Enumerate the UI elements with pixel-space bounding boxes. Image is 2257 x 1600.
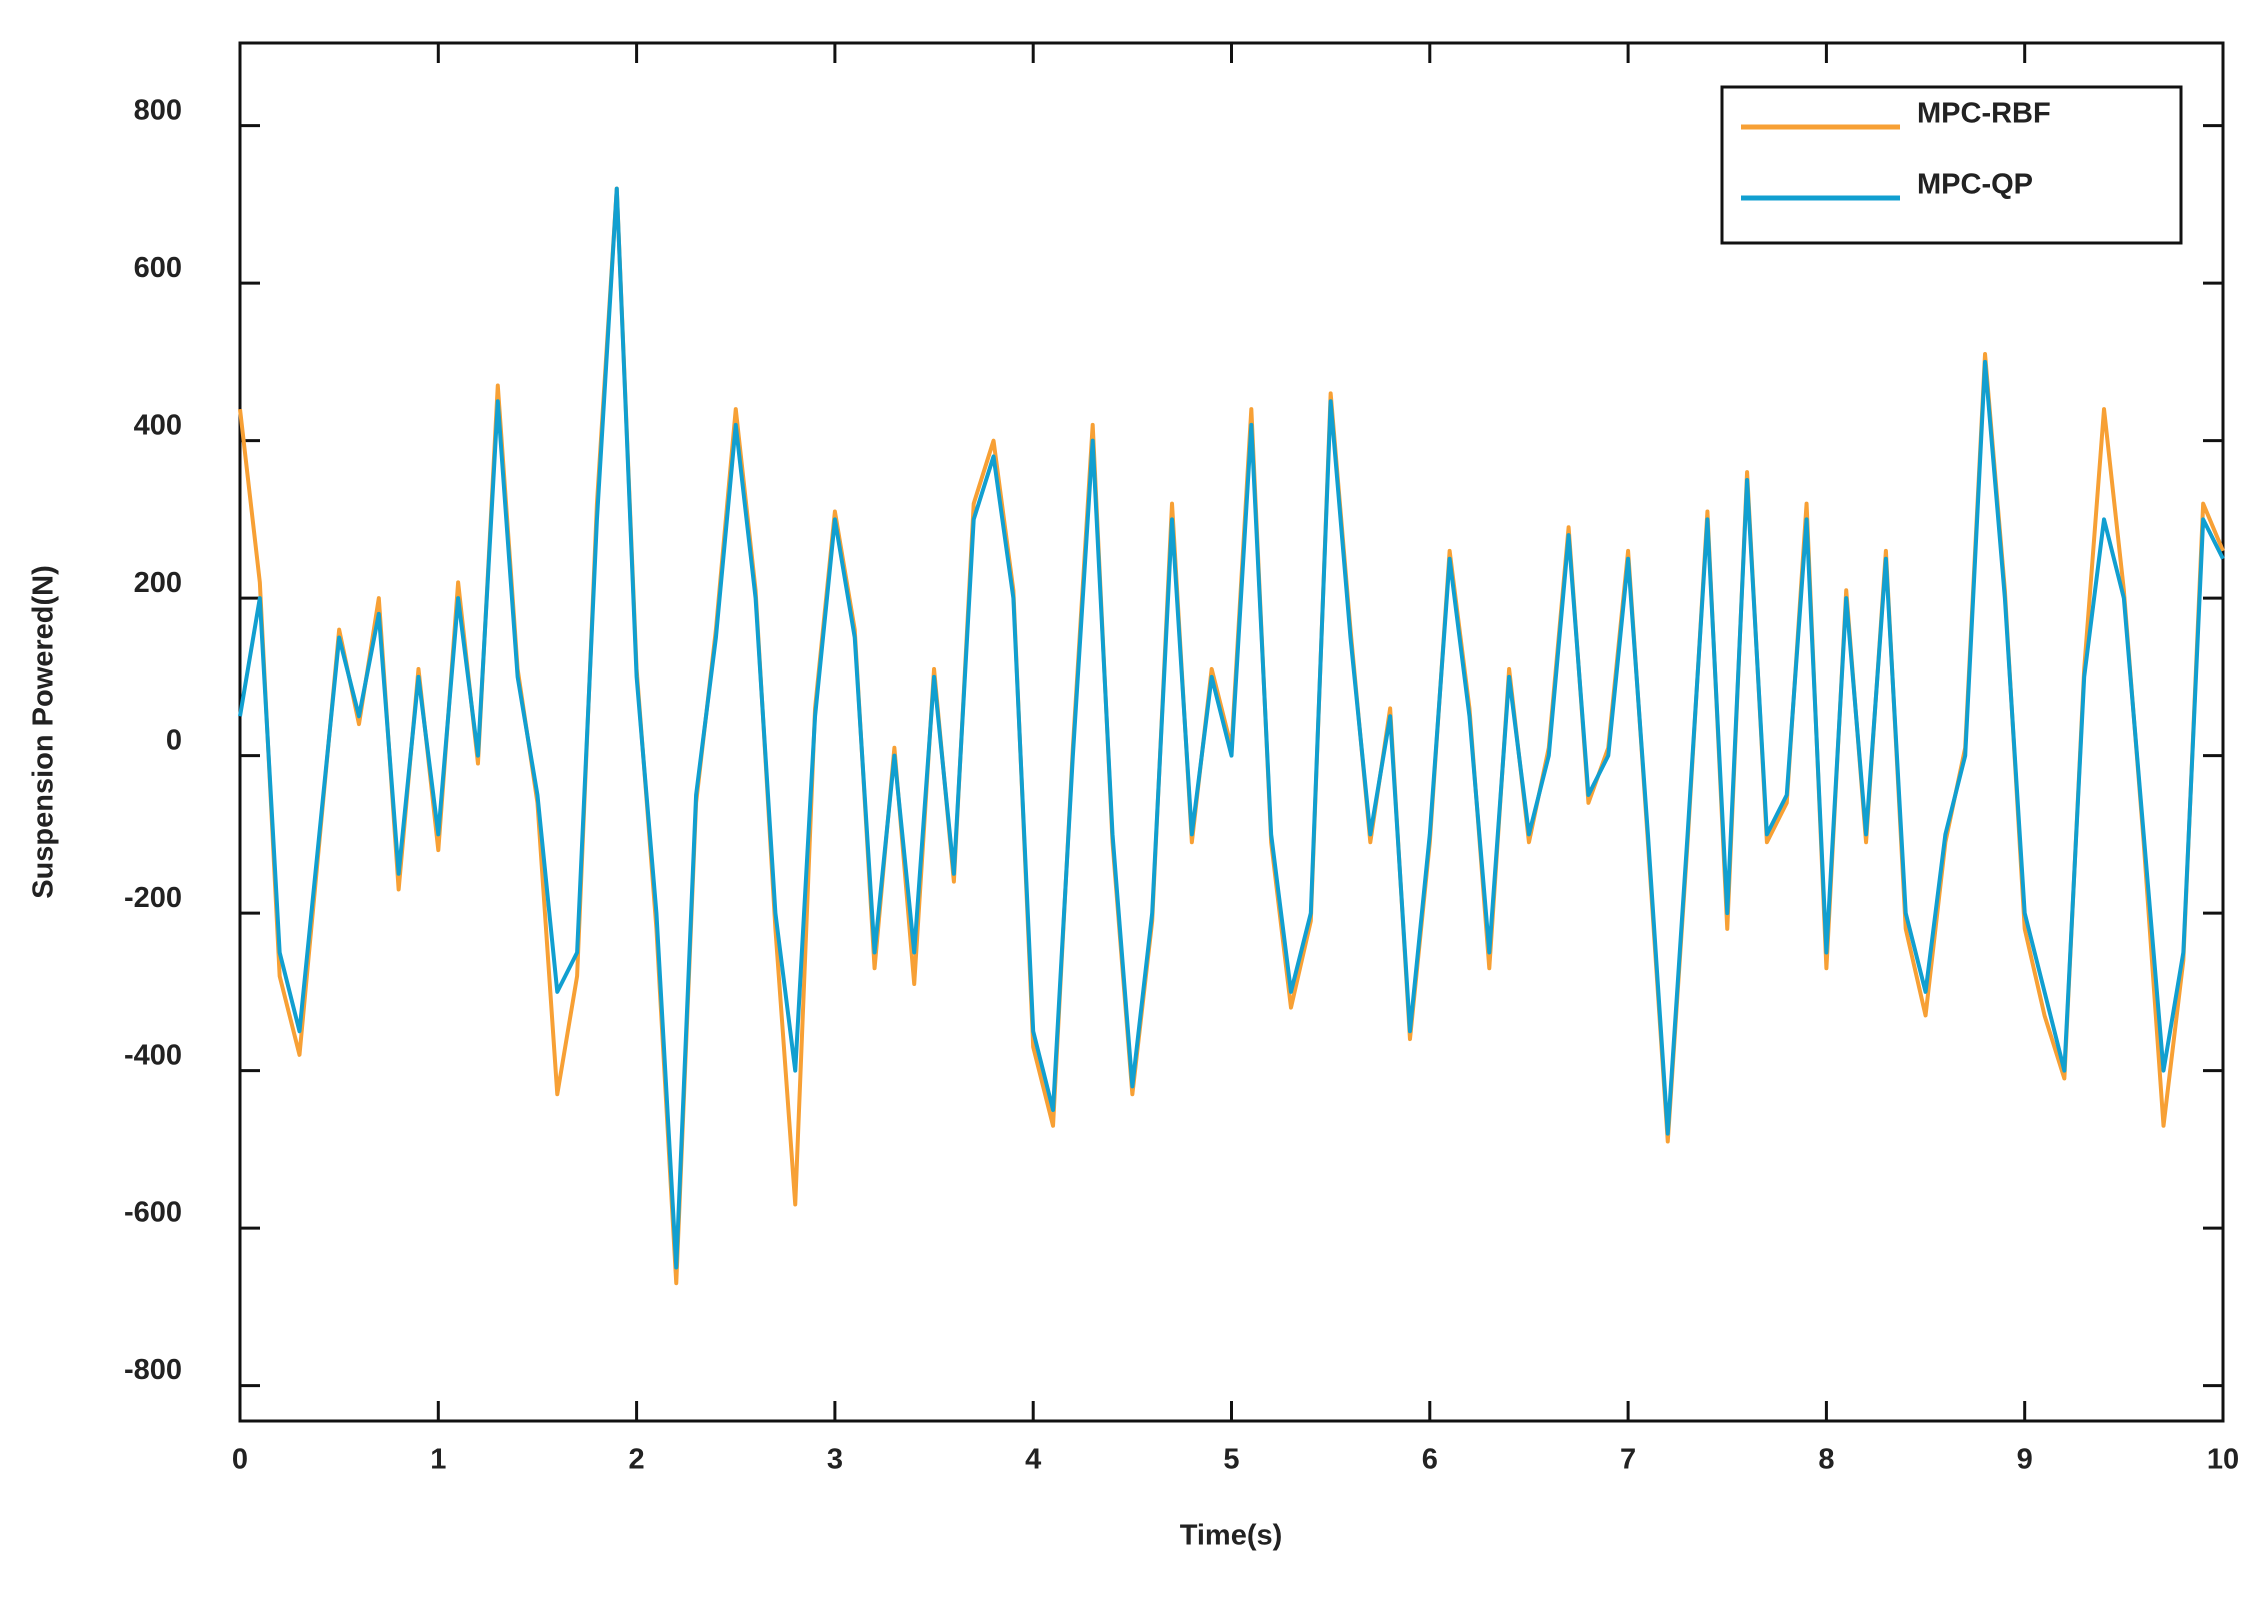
legend-label: MPC-RBF: [1917, 98, 2051, 130]
y-tick-label: -200: [124, 882, 182, 914]
x-tick-label: 3: [827, 1444, 843, 1476]
x-tick-label: 6: [1422, 1444, 1438, 1476]
x-tick-label: 5: [1223, 1444, 1239, 1476]
y-axis-label: Suspension Powered(N): [28, 565, 60, 899]
x-tick-label: 1: [430, 1444, 446, 1476]
x-tick-label: 4: [1025, 1444, 1041, 1476]
x-tick-label: 2: [629, 1444, 645, 1476]
y-tick-label: 200: [134, 567, 182, 599]
y-tick-label: -400: [124, 1039, 182, 1071]
x-tick-label: 9: [2017, 1444, 2033, 1476]
x-axis-label: Time(s): [1180, 1520, 1283, 1552]
y-tick-label: 600: [134, 252, 182, 284]
y-tick-label: 400: [134, 409, 182, 441]
y-tick-label: -600: [124, 1197, 182, 1229]
legend-label: MPC-QP: [1917, 169, 2033, 201]
x-tick-label: 7: [1620, 1444, 1636, 1476]
series-line: [238, 186, 2225, 1270]
y-tick-label: 0: [166, 724, 182, 756]
x-tick-label: 8: [1818, 1444, 1834, 1476]
x-tick-label: 0: [232, 1444, 248, 1476]
legend-box: [1720, 85, 2183, 245]
x-tick-label: 10: [2207, 1444, 2239, 1476]
y-tick-label: 800: [134, 94, 182, 126]
y-tick-label: -800: [124, 1354, 182, 1386]
